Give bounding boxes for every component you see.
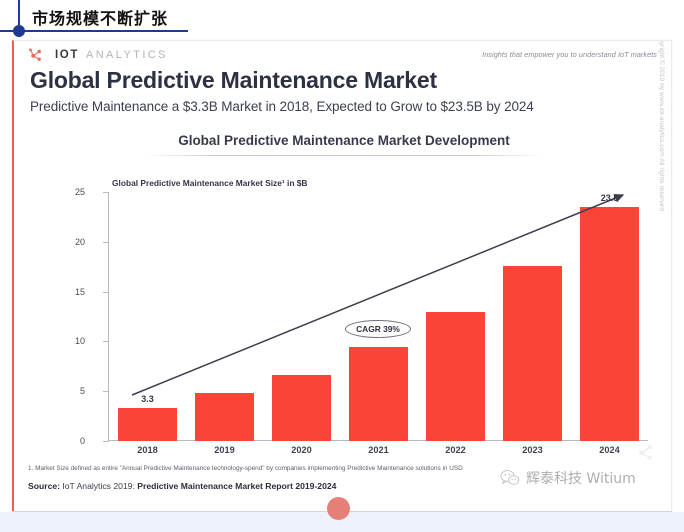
source-label: Source: <box>28 481 60 491</box>
bar-slot: 2020 <box>263 186 340 455</box>
y-tick-label: 25 <box>74 187 85 197</box>
bar-slot: 2022 <box>417 186 494 455</box>
brand-logo: IOT ANALYTICS <box>28 47 168 63</box>
x-tick-label: 2018 <box>137 445 158 455</box>
slide-card: IOT ANALYTICS Insights that empower you … <box>12 40 672 512</box>
y-tick <box>103 291 109 293</box>
iot-analytics-molecule-logo-icon <box>29 48 41 61</box>
bar-slot: 2021 <box>340 186 417 455</box>
y-tick <box>103 391 109 393</box>
slide-caption: 市场规模不断扩张 <box>0 0 684 40</box>
y-tick-label: 5 <box>79 386 85 397</box>
slide-subtitle: Predictive Maintenance a $3.3B Market in… <box>30 99 534 114</box>
chart-heading-divider <box>144 155 544 156</box>
caption-underline <box>0 30 188 32</box>
y-tick-label: 20 <box>74 236 85 247</box>
x-tick-label: 2022 <box>445 445 466 455</box>
bar <box>118 408 177 441</box>
bar-slot: 2019 <box>186 186 263 455</box>
chart-axis-note: Global Predictive Maintenance Market Siz… <box>112 178 308 188</box>
x-tick-label: 2019 <box>214 445 235 455</box>
y-tick <box>103 441 109 442</box>
chart-footnote: 1. Market Size defined as entire "Annual… <box>28 465 463 472</box>
y-tick <box>103 192 109 193</box>
x-tick-label: 2021 <box>368 445 389 455</box>
bar-chart: Global Predictive Maintenance Market Siz… <box>75 178 648 455</box>
y-tick <box>103 341 109 343</box>
x-tick-label: 2023 <box>522 445 543 455</box>
y-axis-line <box>108 192 109 441</box>
bar-slot: 2023 <box>494 186 571 455</box>
source-line: Source: IoT Analytics 2019: Predictive M… <box>28 481 336 491</box>
bar-series: 3.3 2018 2019 2020 2021 2022 2023 23.5 2024 <box>109 186 648 455</box>
wechat-watermark-text: 辉泰科技 Witium <box>526 471 636 487</box>
bar <box>426 311 485 441</box>
caption-title: 市场规模不断扩张 <box>32 9 169 28</box>
y-tick <box>103 241 109 243</box>
iot-analytics-watermark-icon <box>639 445 652 460</box>
source-org: IoT Analytics 2019: <box>62 481 135 491</box>
brand-name-primary: IOT <box>55 49 79 61</box>
bar-slot: 3.3 2018 <box>109 186 186 455</box>
x-tick-label: 2020 <box>291 445 312 455</box>
chart-heading: Global Predictive Maintenance Market Dev… <box>178 133 510 148</box>
source-report: Predictive Maintenance Market Report 201… <box>137 481 337 491</box>
bar-value-label: 3.3 <box>141 394 154 405</box>
x-tick-label: 2024 <box>599 445 620 455</box>
bar <box>580 206 639 441</box>
y-tick-label: 0 <box>79 436 85 446</box>
slide-title: Global Predictive Maintenance Market <box>30 67 437 93</box>
bar <box>272 375 331 441</box>
bar <box>195 393 254 441</box>
y-tick-label: 15 <box>74 286 85 297</box>
bar <box>503 265 562 441</box>
bar-value-label: 23.5 <box>600 192 619 203</box>
cagr-callout: CAGR 39% <box>345 320 411 338</box>
bar <box>349 347 408 441</box>
wechat-watermark: 辉泰科技 Witium <box>500 468 636 488</box>
bar-slot: 23.5 2024 <box>571 186 648 455</box>
brand-name-secondary: ANALYTICS <box>85 49 168 61</box>
brand-tagline: Insights that empower you to understand … <box>482 50 657 59</box>
wechat-icon <box>500 470 520 485</box>
bottom-band <box>0 512 684 532</box>
copyright-notice: Copyright © 2019 by www.iot-analytics.co… <box>658 40 665 211</box>
y-tick-label: 10 <box>74 336 85 347</box>
caption-vertical-rule <box>18 0 20 32</box>
page-indicator-dot <box>327 497 350 520</box>
